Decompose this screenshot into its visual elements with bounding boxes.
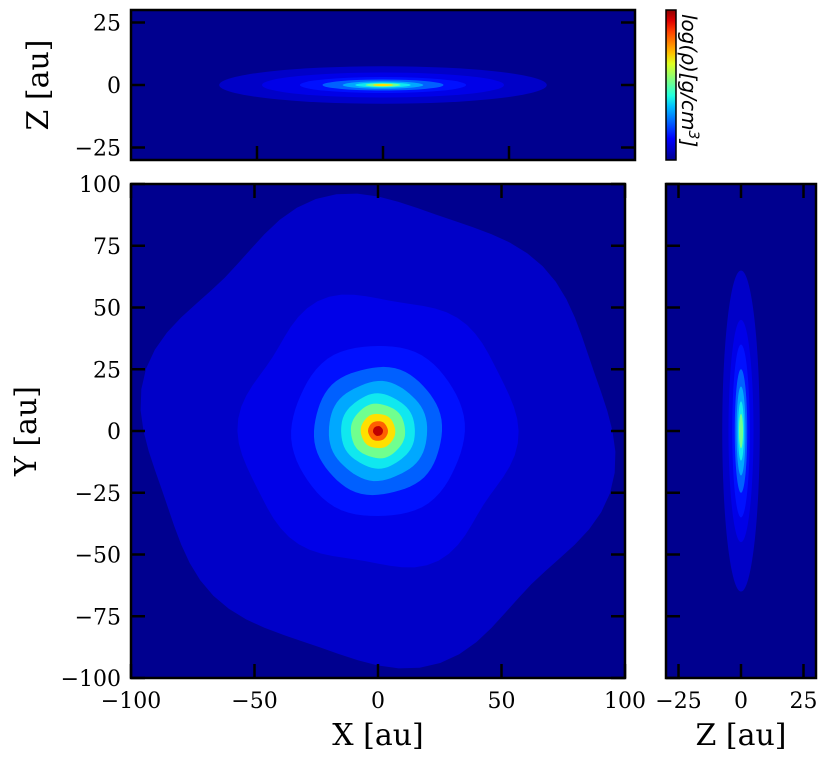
main-panel-frame [129, 182, 627, 680]
top-ytick-label: 25 [93, 12, 121, 37]
top-contour-level-8 [372, 83, 394, 87]
main-ytick-label: 75 [93, 235, 121, 260]
top-ytick-label: −25 [75, 137, 121, 162]
main-ytick-label: 0 [107, 420, 121, 445]
main-ytick-label: −50 [75, 544, 121, 569]
right-contour-level-7 [739, 413, 743, 449]
main-ytick-label: 100 [79, 173, 121, 198]
colorbar-gradient [665, 9, 677, 161]
main-panel-contours [131, 184, 625, 678]
top-panel-ylabel: Z [au] [21, 40, 56, 131]
right-xtick-label: −25 [655, 689, 701, 714]
main-xtick-label: 0 [371, 689, 385, 714]
main-ytick-label: −25 [75, 482, 121, 507]
right-panel-xlabel: Z [au] [696, 718, 787, 753]
main-panel-ylabel: Y [au] [9, 386, 44, 477]
main-xtick-label: −100 [101, 689, 161, 714]
main-ytick-label: 50 [93, 297, 121, 322]
top-ytick-label: 0 [107, 74, 121, 99]
right-panel-contours [666, 184, 816, 678]
main-contour-level-10 [373, 426, 383, 436]
main-panel-xlabel: X [au] [332, 718, 424, 753]
top-panel: −25 0 25 Z [au] [21, 8, 637, 162]
right-xtick-label: 25 [790, 689, 818, 714]
top-panel-ticks: −25 0 25 [75, 12, 635, 162]
top-panel-contours [131, 10, 635, 160]
right-panel-frame [664, 182, 818, 680]
right-xtick-label: 0 [734, 689, 748, 714]
main-xtick-label: 100 [604, 689, 646, 714]
main-ytick-label: 25 [93, 358, 121, 383]
main-xtick-label: 50 [488, 689, 516, 714]
main-ytick-label: −100 [61, 667, 121, 692]
main-ytick-label: −75 [75, 605, 121, 630]
right-panel: −25 0 25 Z [au] [655, 182, 818, 753]
top-panel-frame [129, 8, 637, 162]
main-panel: −100 −50 0 50 100 −100 −75 −50 −25 0 25 50 75 100 X [… [9, 173, 646, 753]
colorbar-label: log(ρ)[g/cm3] [677, 14, 701, 147]
main-xtick-label: −50 [231, 689, 277, 714]
main-panel-ticks: −100 −50 0 50 100 −100 −75 −50 −25 0 25 50 75 100 [61, 173, 646, 714]
colorbar: log(ρ)[g/cm3] [665, 9, 701, 161]
